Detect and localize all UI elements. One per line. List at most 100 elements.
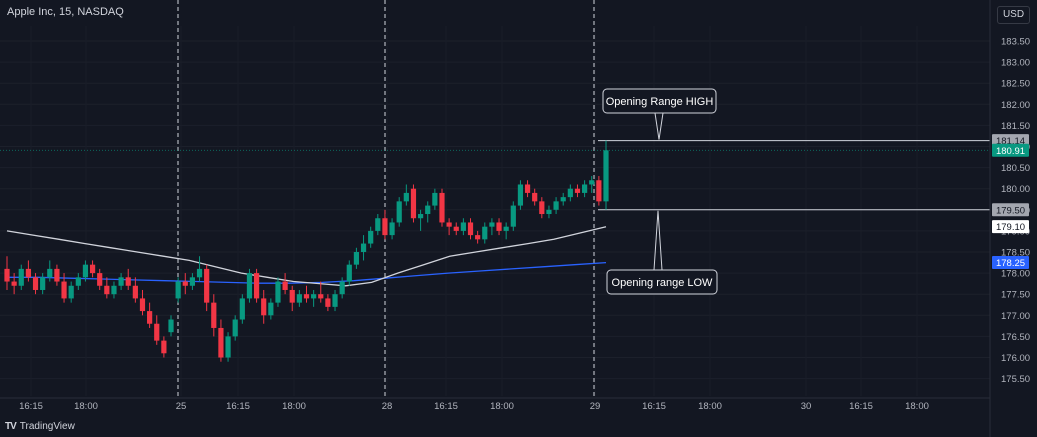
candle xyxy=(261,289,267,324)
candle xyxy=(111,281,117,299)
candle xyxy=(553,197,559,215)
candle xyxy=(560,192,566,206)
candle-body xyxy=(375,218,381,231)
candle-body xyxy=(211,302,217,328)
candle-body xyxy=(532,192,538,202)
candle xyxy=(532,188,538,206)
y-tick-label: 177.50 xyxy=(1001,290,1030,301)
candle-body xyxy=(346,264,352,282)
candle-body xyxy=(467,222,474,236)
candle xyxy=(11,273,17,295)
callout-pointer xyxy=(654,112,664,140)
y-tick-label: 178.00 xyxy=(1001,269,1030,280)
candle-body xyxy=(161,340,167,354)
price-label: 179.10 xyxy=(996,222,1025,233)
candle xyxy=(246,268,253,303)
candle-body xyxy=(275,281,281,303)
candle-body xyxy=(125,277,131,286)
candle xyxy=(25,260,31,282)
candle-body xyxy=(368,230,374,244)
candle xyxy=(546,205,552,219)
candle-body xyxy=(489,222,495,227)
tradingview-brand[interactable]: TV TradingView xyxy=(5,421,75,432)
candle xyxy=(82,260,89,282)
currency-button[interactable]: USD xyxy=(997,6,1030,24)
candle-body xyxy=(382,218,388,236)
candle xyxy=(239,294,245,324)
candle xyxy=(410,184,417,223)
candle-body xyxy=(389,222,395,236)
candle-body xyxy=(147,311,153,324)
y-tick-label: 176.00 xyxy=(1001,353,1030,364)
candle xyxy=(425,201,431,223)
price-label: 180.91 xyxy=(996,146,1025,157)
candle-body xyxy=(111,285,117,295)
candle xyxy=(503,222,509,240)
candle-body xyxy=(218,327,224,358)
candle xyxy=(89,260,96,278)
candle xyxy=(118,273,124,290)
candle xyxy=(211,294,217,337)
candle xyxy=(368,226,374,248)
candle-body xyxy=(239,298,245,320)
callout-high: Opening Range HIGH xyxy=(602,88,717,140)
candle-body xyxy=(196,268,203,278)
x-tick-label: 16:15 xyxy=(849,401,873,412)
candle-body xyxy=(303,294,310,299)
candle xyxy=(139,289,146,316)
candle-body xyxy=(97,273,103,286)
y-tick-label: 178.50 xyxy=(1001,248,1030,259)
candle-body xyxy=(603,150,609,202)
callout-box xyxy=(602,88,717,114)
tradingview-logo-icon: TV xyxy=(5,421,17,432)
candle-body xyxy=(482,226,488,240)
price-label-bg xyxy=(992,203,1029,217)
candle xyxy=(289,285,295,312)
y-tick-label: 182.00 xyxy=(1001,100,1030,111)
y-tick-label: 181.50 xyxy=(1001,121,1030,132)
price-label: 179.50 xyxy=(996,205,1025,216)
candle xyxy=(4,256,10,290)
candle xyxy=(68,281,74,303)
candle xyxy=(18,264,24,290)
candle xyxy=(125,268,131,290)
candle xyxy=(382,209,388,240)
x-tick-label: 18:00 xyxy=(698,401,722,412)
candle xyxy=(253,268,260,303)
price-label: 178.25 xyxy=(996,258,1025,269)
candle-body xyxy=(582,184,588,193)
candle xyxy=(325,294,331,312)
candle xyxy=(204,264,210,312)
x-tick-label: 28 xyxy=(382,401,393,412)
candle xyxy=(75,273,81,290)
candle-body xyxy=(403,192,409,202)
x-tick-label: 18:00 xyxy=(905,401,929,412)
moving-averages xyxy=(6,226,607,287)
candle xyxy=(589,176,595,193)
candle xyxy=(296,289,302,307)
candle-body xyxy=(496,222,502,231)
x-tick-label: 18:00 xyxy=(490,401,514,412)
candle xyxy=(603,140,609,210)
candle-body xyxy=(311,294,317,299)
candle xyxy=(196,256,203,282)
candle xyxy=(218,319,224,362)
candle xyxy=(439,188,445,227)
candle xyxy=(61,273,67,303)
candle-body xyxy=(61,281,67,299)
candle xyxy=(175,277,181,303)
price-label-bg xyxy=(992,220,1029,234)
candle-body xyxy=(503,226,509,231)
candle-body xyxy=(589,180,595,185)
candle xyxy=(339,277,345,299)
price-axis: 183.50183.00182.50182.00181.50181.00180.… xyxy=(989,0,1030,437)
candle-body xyxy=(75,277,81,286)
candle xyxy=(40,273,46,295)
candle xyxy=(168,315,174,337)
candle-body xyxy=(68,285,74,299)
candle-body xyxy=(132,285,138,299)
candle xyxy=(311,289,317,307)
candle-body xyxy=(553,201,559,210)
candle xyxy=(496,218,502,236)
